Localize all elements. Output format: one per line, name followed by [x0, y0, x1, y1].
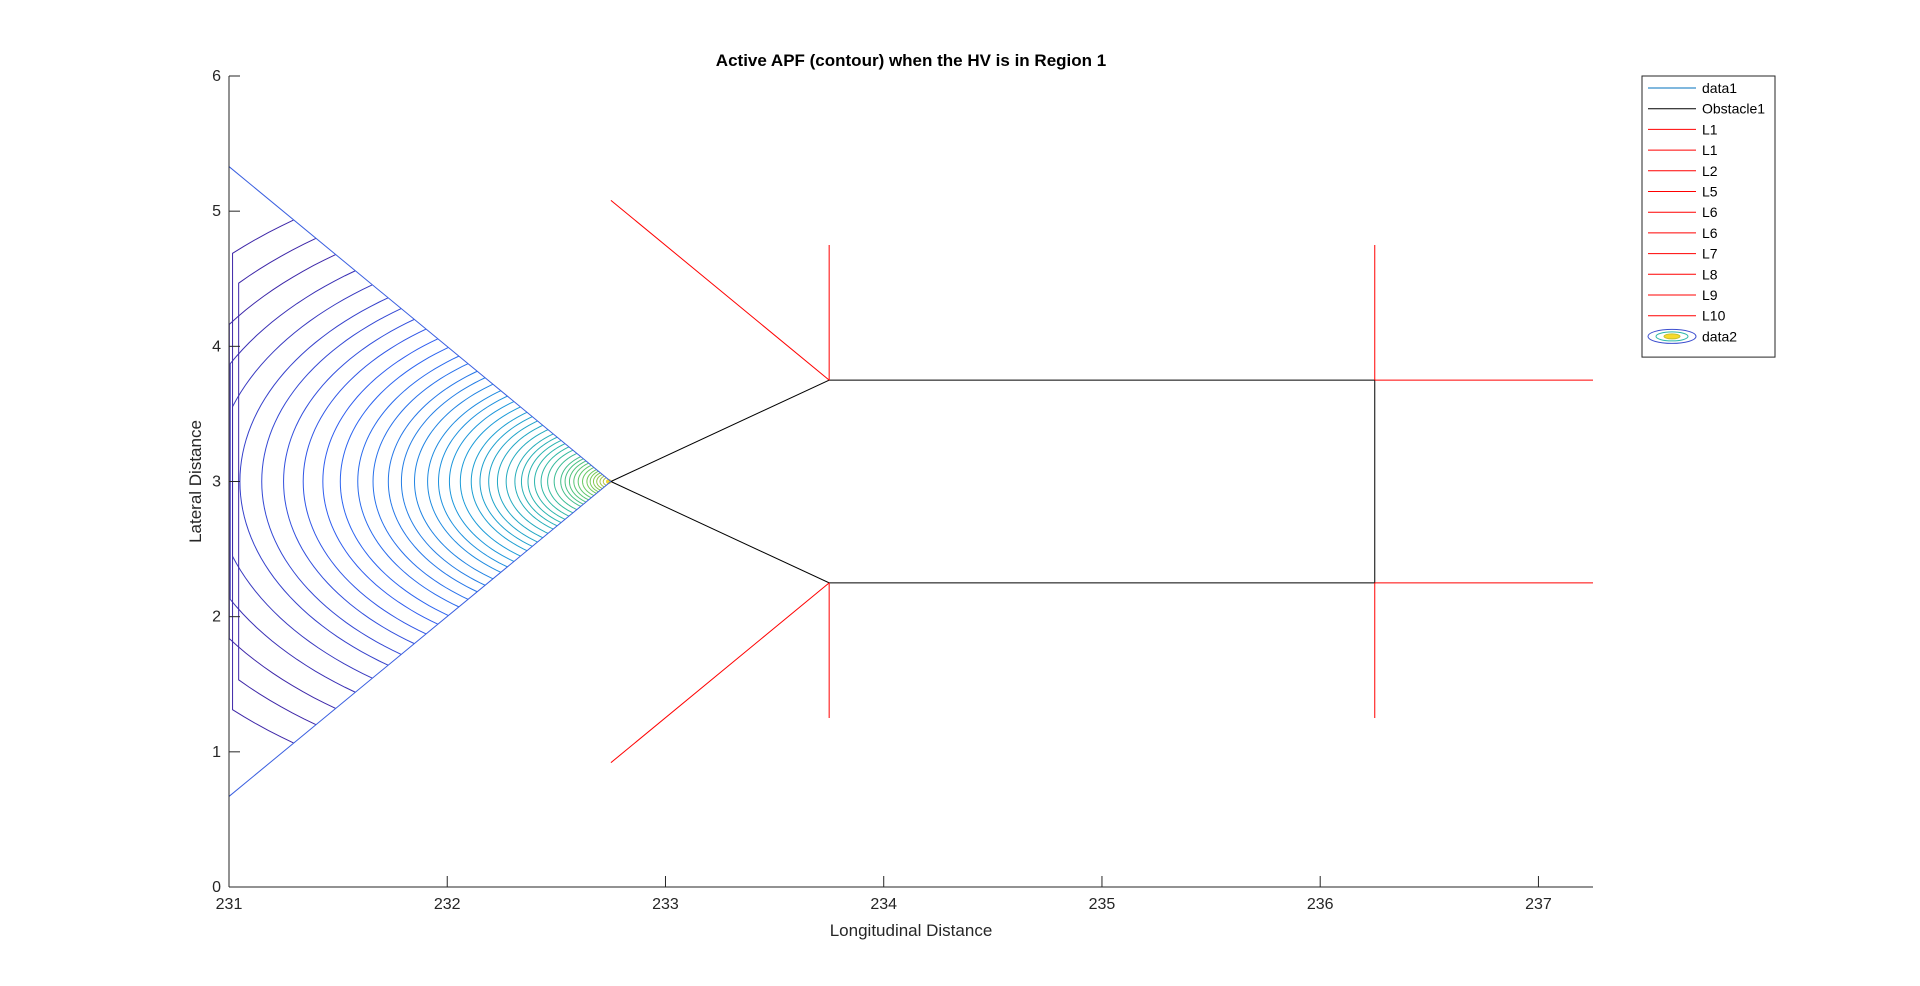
- contour-level: [582, 466, 595, 497]
- contour-level: [232, 284, 373, 679]
- contour-level: [602, 477, 607, 486]
- legend-entry-label: L5: [1702, 184, 1718, 200]
- legend-entry-label: L10: [1702, 308, 1726, 324]
- contour-level: [470, 411, 528, 552]
- legend-box: [1641, 75, 1776, 358]
- contour-level: [448, 401, 515, 562]
- contour-level: [339, 347, 449, 616]
- contour-level: [534, 443, 566, 520]
- legend-entry-label: L7: [1702, 246, 1718, 262]
- legend: data1 Obstacle1 L1 L1 L2 L5 L6 L6 L7 L8 L9 L10 data2: [1641, 75, 1776, 358]
- contour-level: [553, 452, 578, 511]
- legend-entry-label: Obstacle1: [1702, 101, 1765, 117]
- y-tick-label: 0: [212, 879, 221, 896]
- contour-level: [577, 464, 592, 499]
- x-tick-label: 232: [434, 896, 461, 913]
- y-axis-label: Lateral Distance: [186, 420, 205, 543]
- legend-entry-label: L2: [1702, 163, 1718, 179]
- legend-contour-ring: [1663, 333, 1681, 340]
- series-obstacle1: [610, 379, 1376, 584]
- contour-level: [427, 390, 502, 573]
- contour-level: [459, 406, 521, 557]
- contour-level: [261, 308, 402, 655]
- legend-entry-label: data2: [1702, 328, 1737, 344]
- contour-level: [387, 370, 478, 593]
- y-tick-label: 5: [212, 203, 221, 220]
- series-l1: [610, 199, 830, 381]
- contour-level: [568, 460, 587, 503]
- x-axis-label: Longitudinal Distance: [830, 921, 993, 940]
- contour-level: [564, 458, 584, 505]
- x-tick-label: 233: [652, 896, 679, 913]
- contour-level: [573, 462, 589, 501]
- contour-level: [596, 474, 603, 489]
- contour-level: [238, 237, 317, 726]
- legend-contour-ring: [1655, 331, 1689, 342]
- legend-entry-label: L1: [1702, 142, 1718, 158]
- series-l10: [228, 481, 612, 797]
- contour-level: [496, 424, 543, 539]
- contour-level: [586, 469, 597, 494]
- legend-entry-label: L1: [1702, 121, 1718, 137]
- contour-level: [302, 328, 427, 635]
- contour-level: [372, 363, 469, 600]
- contour-level: [228, 254, 336, 709]
- contour-level: [400, 377, 486, 586]
- contour-level: [560, 456, 581, 507]
- series-l1: [610, 582, 830, 764]
- legend-entry-label: L6: [1702, 225, 1718, 241]
- y-tick-label: 6: [212, 68, 221, 85]
- chart-title: Active APF (contour) when the HV is in R…: [716, 51, 1106, 70]
- legend-swatch-contour: [1647, 328, 1697, 344]
- contour-level: [589, 470, 599, 493]
- x-tick-label: 235: [1089, 896, 1116, 913]
- contour-level: [592, 472, 601, 491]
- plot-area: [228, 166, 1593, 797]
- y-tick-label: 3: [212, 474, 221, 491]
- contour-level: [479, 416, 533, 547]
- contour-level: [599, 475, 605, 488]
- contour-level: [540, 446, 570, 517]
- legend-entry-label: L9: [1702, 287, 1718, 303]
- contour-level: [322, 338, 439, 625]
- contour-data2: [228, 219, 612, 744]
- x-tick-label: 236: [1307, 896, 1334, 913]
- contour-level: [283, 318, 415, 645]
- contour-level: [357, 355, 460, 608]
- contour-level: [413, 383, 494, 580]
- legend-entry-label: L8: [1702, 266, 1718, 282]
- x-tick-label: 231: [216, 896, 243, 913]
- contour-level: [514, 433, 554, 530]
- y-tick-label: 2: [212, 609, 221, 626]
- contour-level: [527, 439, 562, 524]
- y-tick-label: 1: [212, 744, 221, 761]
- x-tick-label: 237: [1525, 896, 1552, 913]
- legend-entry-label: L6: [1702, 204, 1718, 220]
- contour-level: [505, 429, 549, 534]
- y-tick-label: 4: [212, 338, 221, 355]
- contour-level: [520, 436, 558, 527]
- legend-entry-label: data1: [1702, 80, 1737, 96]
- contour-level: [232, 219, 294, 744]
- contour-level: [438, 395, 508, 568]
- contour-level: [488, 420, 538, 543]
- x-tick-label: 234: [870, 896, 897, 913]
- contour-level: [547, 449, 574, 514]
- legend-contour-ring: [1647, 328, 1697, 344]
- series-l9: [228, 166, 612, 482]
